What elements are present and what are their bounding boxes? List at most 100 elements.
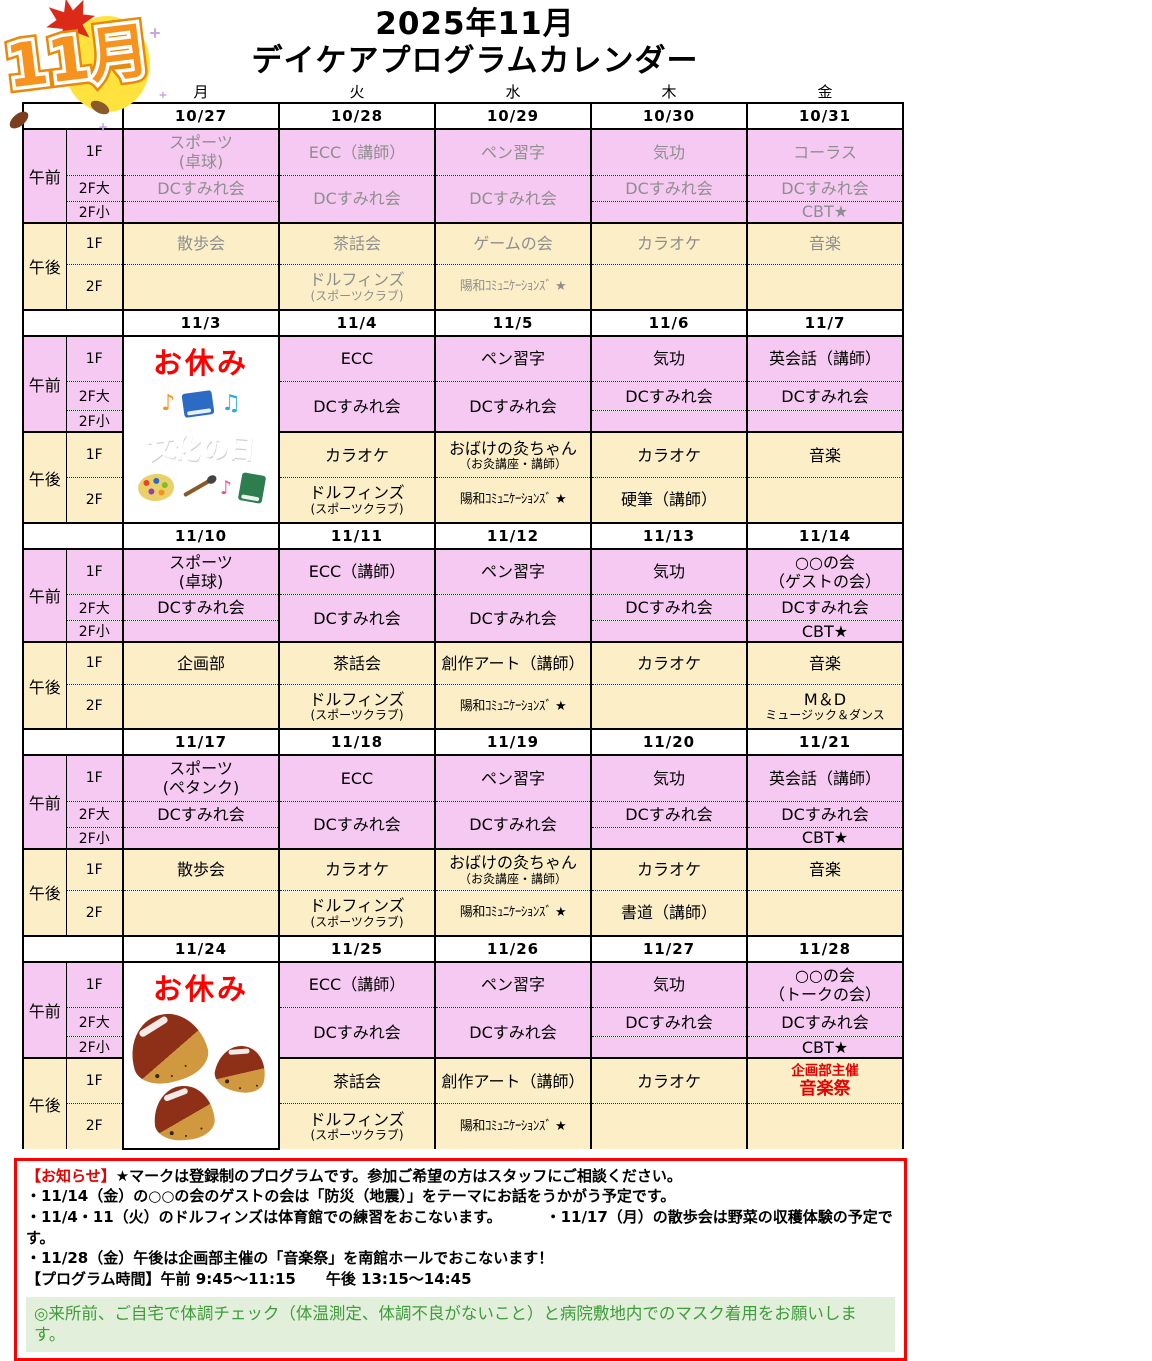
calendar-cell: [590, 264, 748, 310]
calendar-cell: [746, 890, 904, 936]
calendar-cell: [590, 620, 748, 643]
activity-label: 散歩会: [176, 234, 225, 254]
period-label-pm: 午後: [22, 847, 67, 936]
calendar-cell: ドルフィンズ (スポーツクラブ): [278, 890, 436, 936]
period-label-pm: 午後: [22, 641, 67, 730]
week-row-pm-1f: 午後 1F カラオケ おばけの灸ちゃん （お灸講座・講師） カラオケ 音楽: [22, 431, 904, 523]
floor-label: 2F: [65, 477, 124, 523]
activity-label: スポーツ: [169, 133, 233, 153]
calendar-cell: ドルフィンズ (スポーツクラブ): [278, 264, 436, 310]
calendar-cell: ペン習字: [434, 755, 592, 802]
floor-label: 1F: [65, 221, 124, 265]
activity-label: 創作アート（講師）: [441, 1071, 585, 1091]
activity-label: カラオケ: [636, 1071, 701, 1091]
page-title: 2025年11月 デイケアプログラムカレンダー: [40, 6, 910, 79]
activity-label: DCすみれ会: [625, 178, 713, 198]
week-row-pm-2f: 2F ドルフィンズ (スポーツクラブ) 陽和ｺﾐｭﾆｹｰｼｮﾝｽﾞ ★ 書道（講師）: [23, 890, 904, 936]
floor-label: 1F: [65, 129, 124, 176]
floor-label: 1F: [65, 431, 124, 478]
date-cell: 11/12: [434, 521, 592, 550]
activity-sublabel: (スポーツクラブ): [310, 501, 404, 516]
activity-label: DCすみれ会: [313, 189, 401, 209]
calendar-cell: CBT★: [746, 200, 904, 223]
activity-label: ペン習字: [480, 562, 545, 582]
week-row-pm-1f: 午後 1F 茶話会 創作アート（講師） カラオケ 企画部主催 音楽祭: [22, 1057, 904, 1149]
calendar-cell: DCすみれ会: [434, 381, 592, 433]
date-cell: 11/25: [278, 934, 436, 963]
activity-label: DCすみれ会: [313, 397, 401, 417]
spacer-cell: [22, 934, 124, 963]
page-title-main: デイケアプログラムカレンダー: [251, 42, 699, 79]
page-header: 11月 11月 11月 2025年11月 デイケアプログラムカレンダー: [0, 0, 1152, 132]
activity-label: DCすみれ会: [625, 804, 713, 824]
calendar-cell: ドルフィンズ (スポーツクラブ): [278, 683, 436, 730]
calendar-cell: DCすみれ会: [434, 1007, 592, 1059]
calendar-cell: DCすみれ会: [278, 1007, 436, 1059]
week-row-am-2f-large: 2F大 DCすみれ会 DCすみれ会 DCすみれ会 DCすみれ会 DCすみれ会: [23, 594, 904, 643]
week-row-am-2f-small: 2F小 CBT★: [23, 620, 904, 643]
floor-label: 2F: [65, 890, 124, 936]
week-row-pm-1f: 午後 1F 散歩会 カラオケ おばけの灸ちゃん （お灸講座・講師） カラオケ 音楽: [22, 847, 904, 936]
holiday-label: お休み: [152, 971, 249, 1006]
notice-box: 【お知らせ】★マークは登録制のプログラムです。参加ご希望の方はスタッフにご相談く…: [14, 1157, 907, 1361]
activity-label: 音楽: [808, 860, 841, 880]
calendar-cell: ○○の会 （トークの会）: [746, 961, 904, 1008]
calendar-cell: DCすみれ会: [746, 594, 904, 621]
calendar-cell: カラオケ: [590, 221, 748, 265]
activity-label: ECC（講師）: [308, 142, 406, 162]
calendar-cell: DCすみれ会: [746, 1007, 904, 1037]
week-row-am-1f: 午前 1F お休み ECC（講師） ペン習字 気功 ○○の会 （トークの会）: [22, 960, 904, 1150]
activity-label: DCすみれ会: [469, 608, 557, 628]
calendar-cell: 散歩会: [122, 847, 280, 891]
calendar-cell: ○○の会 （ゲストの会）: [746, 548, 904, 595]
activity-label: 陽和ｺﾐｭﾆｹｰｼｮﾝｽﾞ ★: [459, 1118, 567, 1134]
bunka-title-char: 化: [171, 431, 203, 466]
calendar-cell: DCすみれ会: [590, 800, 748, 828]
activity-sublabel: (スポーツクラブ): [310, 288, 404, 303]
calendar-cell: [590, 683, 748, 730]
activity-label: 音楽: [808, 653, 841, 673]
calendar-cell: ECC（講師）: [278, 961, 436, 1008]
spacer-cell: [22, 521, 124, 550]
date-cell: 10/30: [590, 102, 748, 131]
floor-label: 2F大: [65, 594, 124, 621]
week-row-am-2f-small: 2F小 CBT★: [23, 1036, 904, 1059]
chestnut-icon: [211, 1040, 271, 1097]
week-date-row: 10/27 10/28 10/29 10/30 10/31: [22, 102, 904, 131]
date-cell: 11/13: [590, 521, 748, 550]
week-date-row: 11/3 11/4 11/5 11/6 11/7: [22, 308, 904, 337]
calendar-cell: [746, 264, 904, 310]
chestnut-art: [125, 1004, 276, 1147]
activity-label: スポーツ: [169, 759, 233, 779]
activity-label: DCすみれ会: [781, 598, 869, 618]
activity-sublabel: (スポーツクラブ): [310, 914, 404, 929]
weekday-label: 金: [747, 81, 903, 104]
date-cell: 11/14: [746, 521, 904, 550]
calendar-cell: 陽和ｺﾐｭﾆｹｰｼｮﾝｽﾞ ★: [434, 1103, 592, 1149]
calendar-cell: [590, 1036, 748, 1059]
activity-sublabel: ミュージック＆ダンス: [765, 708, 885, 723]
activity-label: ECC: [340, 349, 374, 369]
activity-label: DCすみれ会: [781, 1012, 869, 1032]
calendar-cell: DCすみれ会: [278, 800, 436, 849]
calendar-cell: DCすみれ会: [746, 800, 904, 828]
activity-sublabel: (スポーツクラブ): [310, 708, 404, 723]
calendar-cell: CBT★: [746, 1036, 904, 1059]
book-icon: [181, 389, 215, 418]
calendar-cell: [590, 200, 748, 223]
activity-label: 陽和ｺﾐｭﾆｹｰｼｮﾝｽﾞ ★: [459, 905, 567, 921]
spacer-cell: [22, 728, 124, 757]
activity-label: コーラス: [793, 142, 857, 162]
activity-label: M＆D: [803, 689, 847, 709]
activity-sublabel: （お灸講座・講師）: [458, 871, 567, 886]
date-cell: 11/28: [746, 934, 904, 963]
calendar-cell: DCすみれ会: [278, 174, 436, 223]
period-label-am: 午前: [22, 961, 67, 1059]
calendar-cell: DCすみれ会: [122, 174, 280, 202]
period-label-am: 午前: [22, 755, 67, 849]
activity-label: 気功: [652, 768, 685, 788]
activity-label: CBT★: [801, 202, 849, 222]
week-date-row: 11/17 11/18 11/19 11/20 11/21: [22, 728, 904, 757]
date-cell: 10/27: [122, 102, 280, 131]
calendar-cell: カラオケ: [278, 431, 436, 478]
